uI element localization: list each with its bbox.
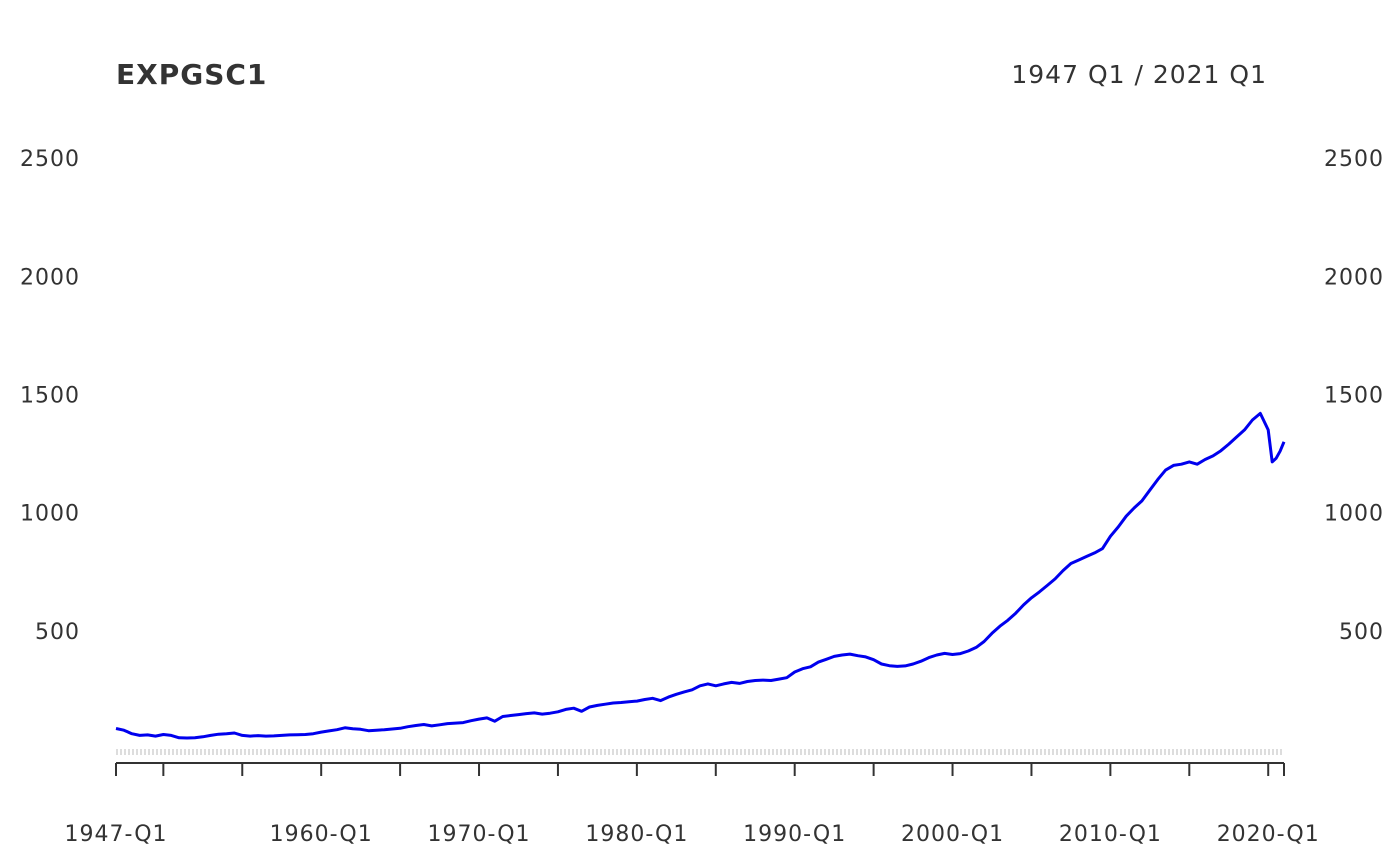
x-tick-label: 1980-Q1 [585, 822, 688, 847]
x-tick-label: 1947-Q1 [64, 822, 167, 847]
y-tick-label-left: 1500 [20, 383, 80, 408]
plot-area [115, 411, 1286, 740]
x-tick-label: 2020-Q1 [1217, 822, 1320, 847]
y-axis-left-labels: 500 1000 1500 2000 2500 [20, 147, 80, 645]
y-tick-label-left: 2000 [20, 265, 80, 290]
x-tick-label: 1990-Q1 [743, 822, 846, 847]
x-tick-label: 2000-Q1 [901, 822, 1004, 847]
chart-title: EXPGSC1 [116, 58, 268, 91]
y-tick-label-left: 1000 [20, 502, 80, 527]
y-tick-label-left: 500 [35, 620, 80, 645]
y-tick-label-left: 2500 [20, 147, 80, 172]
y-tick-label-right: 500 [1339, 620, 1384, 645]
y-tick-label-right: 1500 [1324, 383, 1384, 408]
x-tick-label: 1960-Q1 [270, 822, 373, 847]
y-tick-label-right: 2000 [1324, 265, 1384, 290]
y-tick-label-right: 2500 [1324, 147, 1384, 172]
y-tick-label-right: 1000 [1324, 502, 1384, 527]
date-range-label: 1947 Q1 / 2021 Q1 [1011, 60, 1267, 89]
x-axis: 1947-Q1 1960-Q1 1970-Q1 1980-Q1 1990-Q1 2000-… [64, 749, 1320, 847]
y-axis-right-labels: 500 1000 1500 2000 2500 [1324, 147, 1384, 645]
x-tick-label: 2010-Q1 [1059, 822, 1162, 847]
x-tick-label: 1970-Q1 [428, 822, 531, 847]
series-line [115, 411, 1286, 740]
